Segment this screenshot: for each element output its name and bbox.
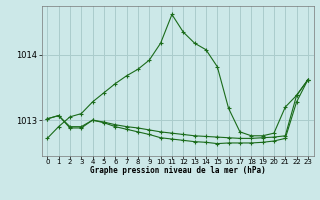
X-axis label: Graphe pression niveau de la mer (hPa): Graphe pression niveau de la mer (hPa) [90,166,266,175]
